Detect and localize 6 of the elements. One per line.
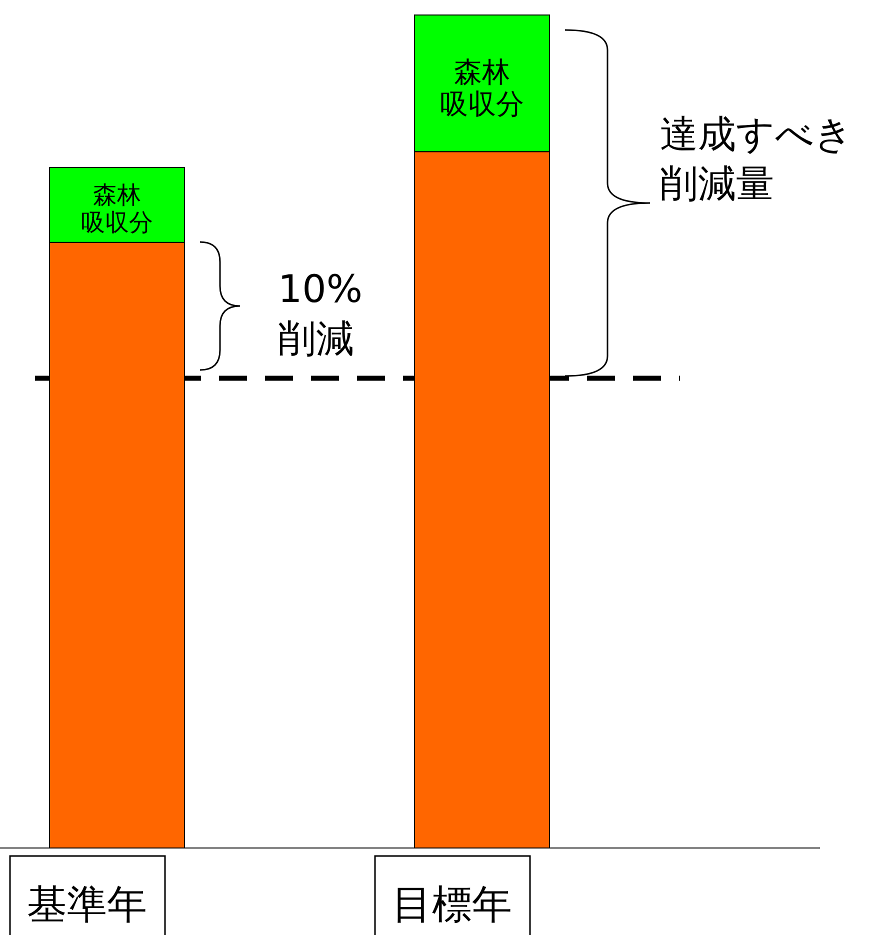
annotation: 10% 削減 [278, 267, 362, 360]
x-tick-label: 目標年 [392, 882, 512, 928]
series-label: 森林吸収分 [81, 180, 153, 237]
x-tick-label: 基準年 [27, 882, 147, 928]
text: 森林吸収分 [440, 55, 524, 121]
annotation: 達成すべき削減量 [660, 112, 853, 206]
